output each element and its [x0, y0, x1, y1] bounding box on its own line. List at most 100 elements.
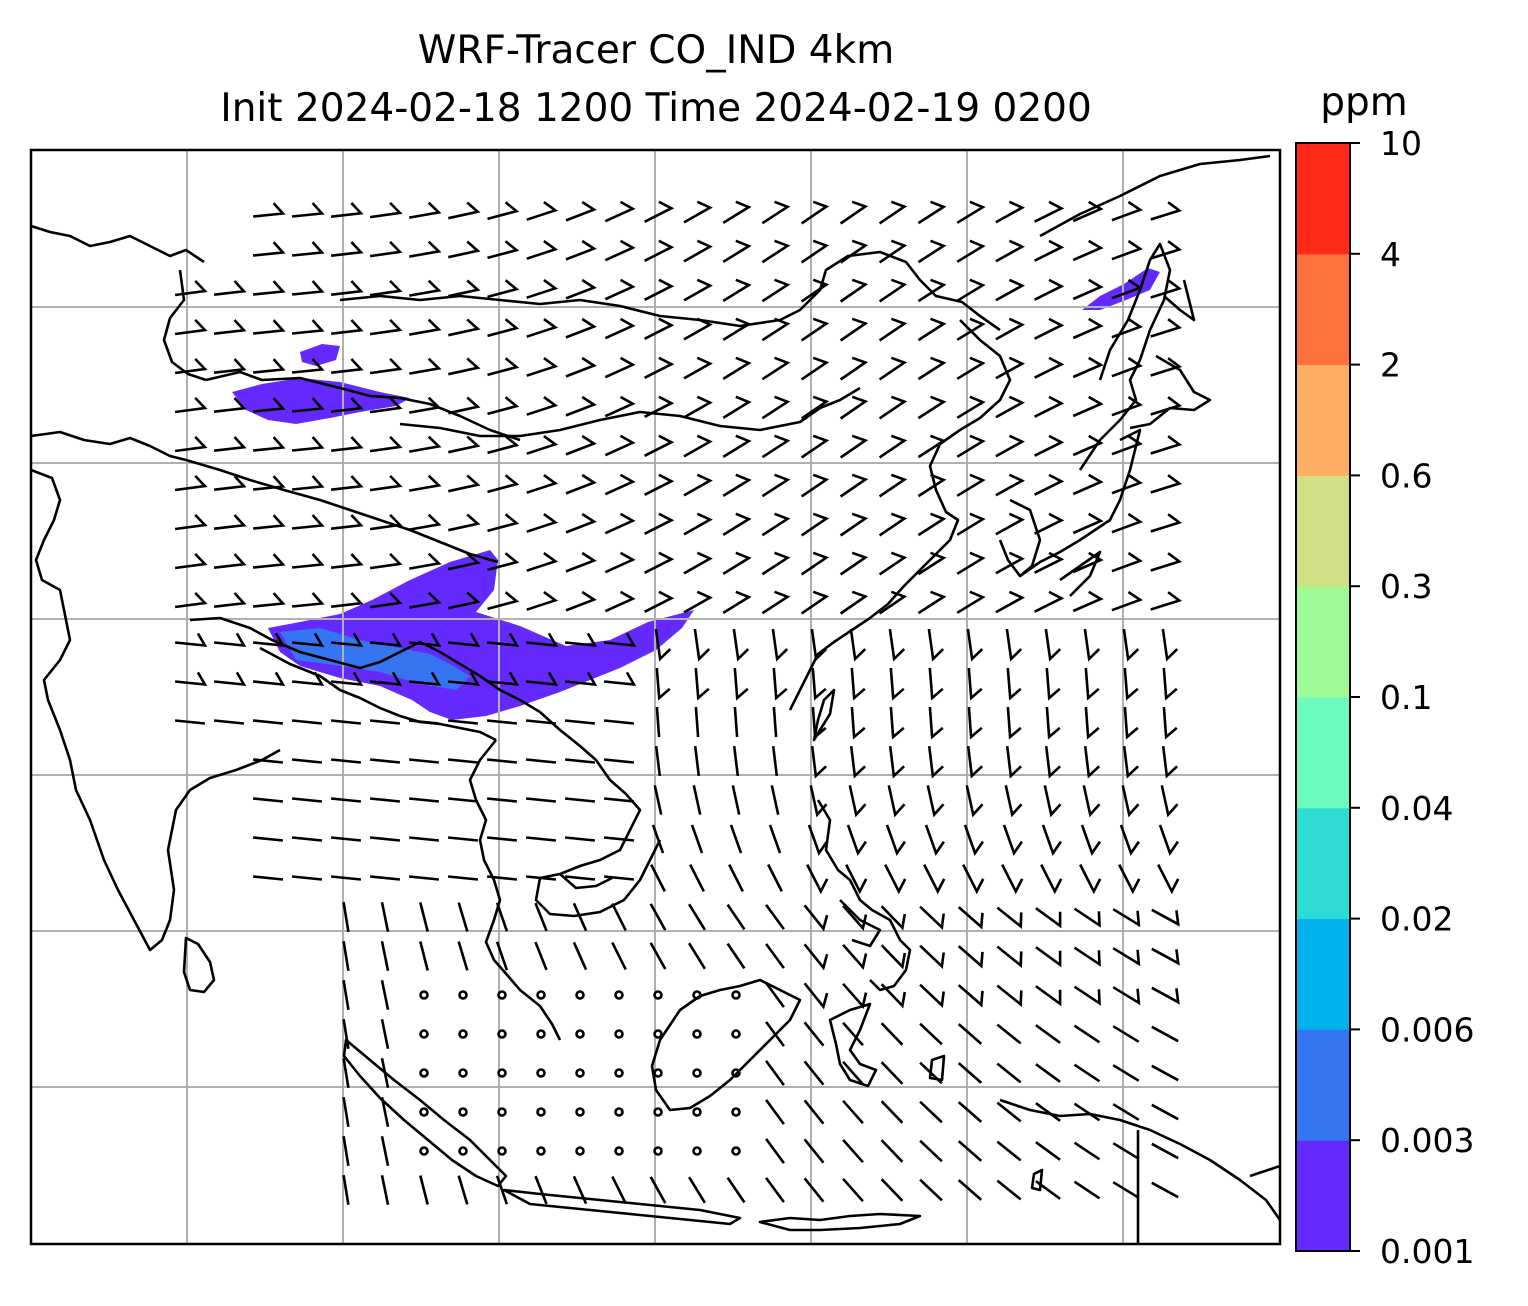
wind-barb: [800, 395, 830, 420]
wind-barb: [1072, 395, 1104, 418]
wind-barb: [649, 903, 667, 931]
wind-barb: [655, 706, 661, 738]
wind-barb: [726, 903, 746, 931]
wind-barb: [604, 434, 636, 457]
wind-barb: [457, 1175, 469, 1205]
wind-barb: [604, 512, 636, 535]
wind-barb: [1150, 396, 1183, 416]
wind-barb: [174, 719, 206, 725]
wind-barb: [1150, 240, 1183, 260]
wind-barb: [800, 434, 830, 459]
colorbar-tick-label: 0.006: [1380, 1010, 1474, 1049]
wind-barb: [919, 1061, 943, 1085]
wind-barb: [722, 278, 752, 303]
wind-barb: [1034, 239, 1065, 262]
calm-wind-circle: [536, 1068, 546, 1078]
wind-barb: [722, 434, 752, 459]
wind-barb: [369, 435, 403, 453]
wind-barb: [291, 319, 325, 335]
wind-barb: [996, 906, 1023, 930]
wind-barb: [526, 513, 559, 533]
wind-barb: [174, 671, 208, 687]
wind-barb: [603, 797, 635, 803]
wind-barb: [733, 667, 749, 701]
calm-wind-circle: [731, 990, 741, 1000]
wind-barb: [369, 279, 403, 297]
wind-barb: [572, 1175, 588, 1205]
wind-barb: [919, 1100, 943, 1124]
wind-barb: [1082, 785, 1101, 818]
wind-barb: [526, 591, 559, 611]
wind-barb: [956, 200, 986, 224]
wind-barb: [726, 942, 746, 970]
wind-barb: [1072, 434, 1104, 457]
wind-barb: [1034, 512, 1065, 535]
wind-barb: [803, 1177, 825, 1203]
calm-wind-circle: [614, 1068, 624, 1078]
wind-barb: [604, 317, 636, 340]
wind-barb: [800, 200, 830, 225]
colorbar-tick-label: 10: [1380, 124, 1422, 163]
wind-barb: [252, 836, 284, 842]
wind-barb: [683, 200, 713, 224]
wind-barb: [644, 512, 675, 535]
wind-barb: [1150, 279, 1183, 299]
calm-wind-circle: [614, 990, 624, 1000]
wind-barb: [526, 201, 559, 221]
wind-barb: [644, 434, 675, 457]
wind-barb: [1162, 667, 1178, 701]
wind-barb: [917, 590, 947, 615]
calm-wind-circle: [419, 1029, 429, 1039]
wind-barb: [761, 317, 791, 342]
wind-barb: [917, 239, 947, 264]
wind-barb: [1150, 591, 1183, 611]
wind-barb: [917, 278, 947, 303]
wind-barb: [330, 475, 364, 491]
wind-barb: [487, 435, 520, 455]
wind-barb: [963, 824, 984, 856]
wind-barb: [1111, 200, 1143, 222]
wind-barb: [1150, 552, 1183, 572]
wind-barb: [487, 591, 520, 611]
calm-wind-circle: [458, 1029, 468, 1039]
wind-barb: [811, 667, 827, 701]
wind-barb: [761, 239, 791, 264]
wind-barb: [800, 356, 830, 381]
wind-barb: [486, 836, 518, 842]
wind-barb: [839, 239, 869, 264]
wind-barb: [369, 719, 401, 725]
colorbar-unit-label: ppm: [1320, 80, 1408, 125]
wind-barb: [604, 239, 636, 262]
wind-barb: [956, 551, 986, 575]
wind-barb: [768, 824, 782, 854]
wind-barb: [1150, 513, 1183, 533]
wind-barb: [252, 358, 286, 374]
wind-barb: [919, 1022, 943, 1046]
wind-barb: [565, 551, 597, 573]
wind-barb: [213, 671, 247, 687]
wind-barb: [213, 319, 247, 335]
wind-barb: [330, 758, 362, 764]
wind-barb: [534, 1175, 548, 1205]
plume-south-asia-core: [280, 628, 470, 690]
wind-barb: [369, 552, 403, 570]
wind-barb: [486, 719, 518, 725]
colorbar-segment: [1296, 918, 1350, 1030]
wind-barb: [408, 671, 442, 687]
wind-barb: [956, 473, 986, 497]
wind-barb: [1072, 239, 1104, 262]
wind-barb: [448, 435, 481, 454]
calm-wind-circle: [419, 1146, 429, 1156]
wind-barb: [1035, 1141, 1061, 1161]
wind-barb: [722, 200, 752, 225]
wind-barb: [919, 1139, 943, 1163]
wind-barb: [213, 632, 247, 648]
wind-barb: [848, 785, 867, 818]
wind-barb: [448, 279, 481, 298]
wind-barb: [887, 785, 906, 818]
map-title: WRF-Tracer CO_IND 4km: [417, 28, 895, 73]
wind-barb: [1006, 706, 1022, 740]
wind-barb: [995, 278, 1025, 302]
wind-barb: [957, 1140, 983, 1162]
wind-barb: [842, 1177, 864, 1203]
